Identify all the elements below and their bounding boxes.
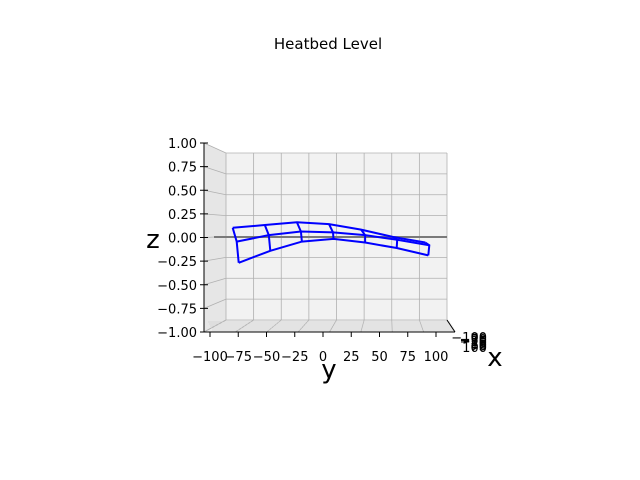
surface-column-line — [231, 227, 240, 263]
z-tick-label: 1.00 — [168, 137, 197, 152]
grid-line-side — [203, 189, 227, 196]
y-tick-label: −75 — [225, 350, 252, 365]
z-tick-label: 0.50 — [168, 184, 197, 199]
surface-column-line — [392, 236, 399, 249]
surface-column-line — [328, 223, 335, 239]
z-tick-label: −0.25 — [157, 255, 197, 270]
y-tick-label: 75 — [399, 350, 416, 365]
x-axis-line — [446, 319, 456, 333]
surface-column-line — [424, 241, 431, 256]
y-tick-label: −25 — [281, 350, 308, 365]
z-tick-label: −1.00 — [157, 326, 197, 341]
grid-line-side — [203, 256, 227, 262]
x-tick-label: −75 — [460, 332, 487, 347]
z-axis-label: z — [146, 225, 160, 255]
grid-line-side — [203, 166, 227, 175]
z-tick-label: 0.75 — [168, 161, 197, 176]
grid-line-side — [203, 277, 227, 286]
z-tick-label: 0.25 — [168, 208, 197, 223]
y-tick-label: 25 — [343, 350, 360, 365]
z-tick-label: 0.00 — [168, 232, 197, 247]
x-tick-label: 75 — [470, 340, 487, 355]
y-tick-label: −50 — [253, 350, 280, 365]
y-tick-label: 100 — [424, 350, 449, 365]
x-tick-label: 0 — [479, 336, 487, 351]
x-tick-label: 50 — [470, 338, 487, 353]
z-axis-ticks: 1.00 0.75 0.50 0.25 0.00 −0.25 −0.50 −0.75 −1.00 — [157, 137, 208, 341]
z-tick-label: −0.75 — [157, 302, 197, 317]
y-tick-label: 0 — [319, 350, 327, 365]
x-tick-label: 25 — [470, 337, 487, 352]
y-axis-ticks: −100−75 −50 −25 0 25 50 75 100 — [192, 332, 448, 365]
surface-column-line — [360, 229, 367, 243]
y-tick-label: 50 — [371, 350, 388, 365]
x-tick-label: −100 — [451, 331, 487, 346]
grid-line-side — [203, 298, 227, 309]
chart-title: Heatbed Level — [274, 35, 382, 53]
x-tick-label: −50 — [460, 334, 487, 349]
surface-column-line — [295, 221, 303, 242]
y-axis-label: y — [321, 355, 336, 385]
x-axis-label: x — [487, 343, 502, 373]
x-tick-label: −25 — [460, 335, 487, 350]
surface-column-line — [263, 224, 272, 251]
z-tick-label: −0.50 — [157, 279, 197, 294]
wireframe-surface — [231, 221, 431, 264]
x-tick-label: 100 — [462, 341, 487, 356]
y-tick-label: −100 — [192, 350, 228, 365]
grid-line-side — [203, 142, 227, 154]
